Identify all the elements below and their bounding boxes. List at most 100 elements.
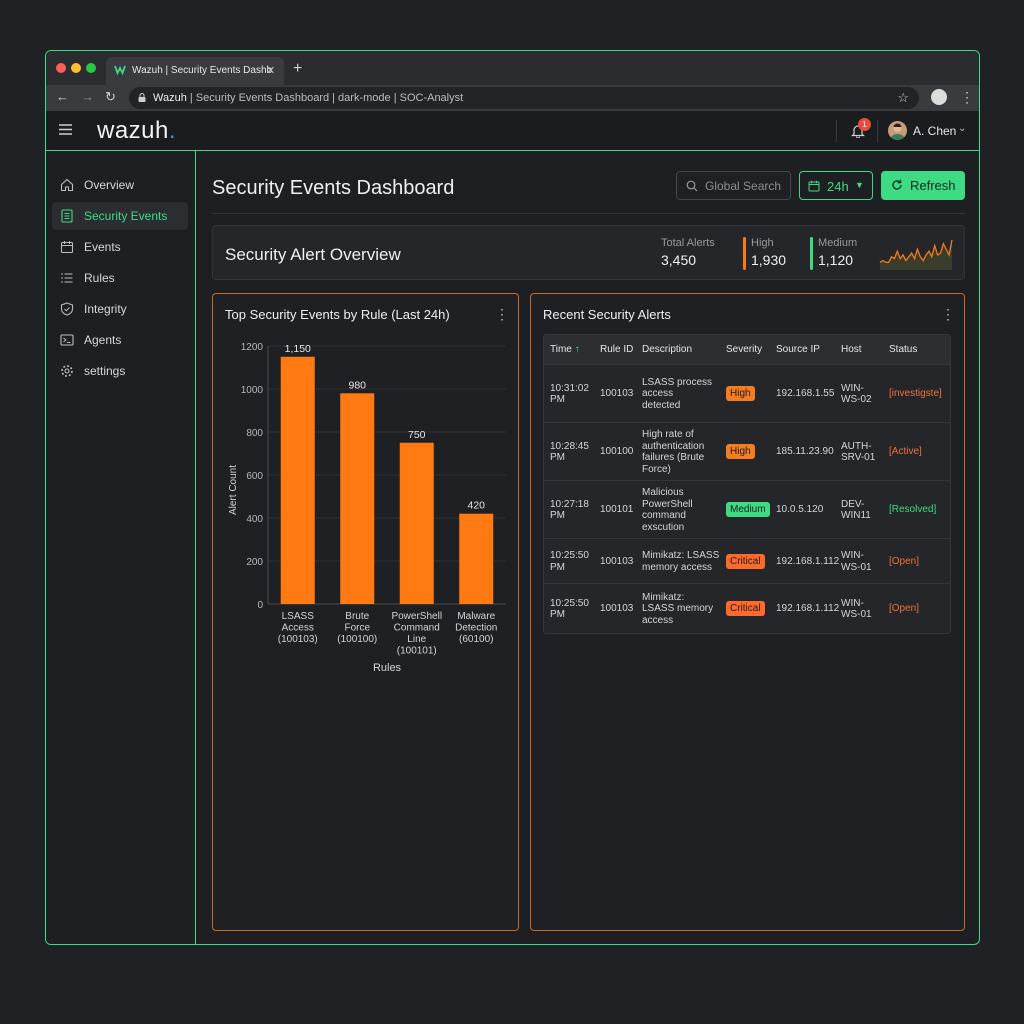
maximize-window-dot[interactable] <box>86 63 96 73</box>
bar-value-label: 1,150 <box>285 343 311 355</box>
x-tick-label: Detection <box>455 623 497 634</box>
column-header-rule-id[interactable]: Rule ID <box>600 344 634 355</box>
user-avatar[interactable] <box>888 121 907 140</box>
stat-label: Medium <box>818 237 858 249</box>
calendar-icon <box>808 180 820 192</box>
wazuh-favicon-icon <box>114 65 126 75</box>
cell-status[interactable]: [Open] <box>889 555 920 567</box>
back-arrow-icon[interactable]: ← <box>56 89 69 104</box>
browser-menu-icon[interactable]: ⋮ <box>960 89 974 105</box>
browser-window: Wazuh | Security Events Dashb ✕ + ← → ↻ … <box>45 50 980 945</box>
x-tick-label: Access <box>282 623 314 634</box>
address-bar: ← → ↻ Wazuh | Security Events Dashboard … <box>46 85 979 111</box>
cell-status[interactable]: [Resolved] <box>889 504 937 516</box>
table-row[interactable]: 10:25:50 PM 100103 Mimikatz: LSASS memory ac… <box>544 538 950 583</box>
bar-value-label: 980 <box>348 379 366 391</box>
overview-title: Security Alert Overview <box>225 245 401 264</box>
url-host: Wazuh <box>153 92 187 104</box>
reload-icon[interactable]: ↻ <box>105 89 116 104</box>
sidebar-item-integrity[interactable]: Integrity <box>52 295 188 323</box>
list-icon <box>61 273 73 283</box>
sidebar-item-label: Security Events <box>84 209 168 223</box>
panel-menu-icon[interactable]: ⋮ <box>941 306 955 322</box>
alerts-table: Time ↑ Rule ID Description Severity Sour… <box>543 334 951 634</box>
close-window-dot[interactable] <box>56 63 66 73</box>
tab-close-icon[interactable]: ✕ <box>266 65 276 77</box>
cell-status[interactable]: [investigste] <box>889 388 942 400</box>
y-tick-label: 200 <box>246 557 263 568</box>
top-events-chart-panel: Top Security Events by Rule (Last 24h) ⋮… <box>212 293 519 931</box>
sidebar-item-rules[interactable]: Rules <box>52 264 188 292</box>
y-tick-label: 800 <box>246 428 263 439</box>
x-tick-label: Force <box>344 623 370 634</box>
severity-badge: Critical <box>726 601 765 616</box>
sidebar-item-label: Agents <box>84 333 122 347</box>
global-search-input[interactable]: Global Search <box>676 171 791 200</box>
y-tick-label: 400 <box>246 514 263 525</box>
sidebar-item-security-events[interactable]: Security Events <box>52 202 188 230</box>
cell-source-ip: 192.168.1.112 <box>776 603 840 615</box>
x-tick-label: (100101) <box>397 646 437 657</box>
sidebar-item-overview[interactable]: Overview <box>52 171 188 199</box>
time-range-select[interactable]: 24h ▼ <box>799 171 873 200</box>
minimize-window-dot[interactable] <box>71 63 81 73</box>
severity-badge: High <box>726 386 755 401</box>
sidebar-item-label: Integrity <box>84 302 127 316</box>
bar[interactable] <box>340 393 375 604</box>
cell-source-ip: 192.168.1.55 <box>776 388 835 400</box>
search-icon <box>686 180 698 192</box>
refresh-button[interactable]: Refresh <box>881 171 965 200</box>
cell-description: Mimikatz: LSASS memory access <box>642 591 714 626</box>
column-header-source-ip[interactable]: Source IP <box>776 344 820 355</box>
hamburger-menu-icon[interactable] <box>59 124 72 135</box>
bar[interactable] <box>280 356 315 604</box>
divider <box>212 213 965 214</box>
avatar-portrait-icon <box>890 123 905 140</box>
table-row[interactable]: 10:25:50 PM 100103 Mimikatz: LSASS memory acc… <box>544 583 950 633</box>
table-row[interactable]: 10:31:02 PM 100103 LSASS process access detec… <box>544 364 950 422</box>
cell-host: WIN- WS-01 <box>841 597 872 621</box>
sidebar-item-settings[interactable]: settings <box>52 357 188 385</box>
sidebar-item-agents[interactable]: Agents <box>52 326 188 354</box>
stat-label: High <box>751 237 774 249</box>
cell-status[interactable]: [Active] <box>889 446 922 458</box>
chevron-down-icon[interactable]: ⌄ <box>958 123 967 134</box>
browser-tab[interactable]: Wazuh | Security Events Dashb <box>106 57 284 85</box>
bar-value-label: 420 <box>467 500 485 512</box>
alerts-sparkline <box>879 239 953 270</box>
terminal-icon <box>60 334 74 346</box>
cell-time: 10:25:50 PM <box>550 597 589 621</box>
column-header-severity[interactable]: Severity <box>726 344 763 355</box>
bar[interactable] <box>399 442 434 604</box>
column-header-host[interactable]: Host <box>841 344 862 355</box>
column-header-description[interactable]: Description <box>642 344 693 355</box>
column-header-status[interactable]: Status <box>889 344 918 355</box>
table-row[interactable]: 10:28:45 PM 100100 High rate of authenticati… <box>544 422 950 480</box>
cell-description: LSASS process access detected <box>642 376 713 411</box>
panel-menu-icon[interactable]: ⋮ <box>495 306 509 322</box>
column-header-time[interactable]: Time ↑ <box>550 344 580 355</box>
wazuh-logo[interactable]: wazuh. <box>97 117 176 145</box>
cell-time: 10:28:45 PM <box>550 440 589 464</box>
cell-source-ip: 185.11.23.90 <box>776 446 834 458</box>
sidebar-item-label: settings <box>84 364 126 378</box>
stat-value: 1,120 <box>818 252 854 268</box>
url-field[interactable]: Wazuh | Security Events Dashboard | dark… <box>129 87 919 109</box>
sidebar-item-events[interactable]: Events <box>52 233 188 261</box>
sidebar-item-label: Rules <box>84 271 115 285</box>
bookmark-star-icon[interactable]: ☆ <box>897 90 909 105</box>
cell-status[interactable]: [Open] <box>889 603 920 615</box>
bar-value-label: 750 <box>408 429 426 441</box>
cell-rule-id: 100101 <box>600 504 634 516</box>
bar[interactable] <box>459 513 494 604</box>
browser-profile-icon[interactable] <box>931 89 947 105</box>
new-tab-button[interactable]: + <box>293 60 303 77</box>
forward-arrow-icon[interactable]: → <box>81 89 94 104</box>
sparkline-line <box>879 239 953 264</box>
user-name[interactable]: A. Chen <box>913 124 957 138</box>
calendar-icon <box>60 241 74 254</box>
cell-time: 10:25:50 PM <box>550 550 589 573</box>
table-row[interactable]: 10:27:18 PM 100101 Malicious PowerShell comma… <box>544 480 950 538</box>
x-tick-label: (100103) <box>278 634 318 645</box>
